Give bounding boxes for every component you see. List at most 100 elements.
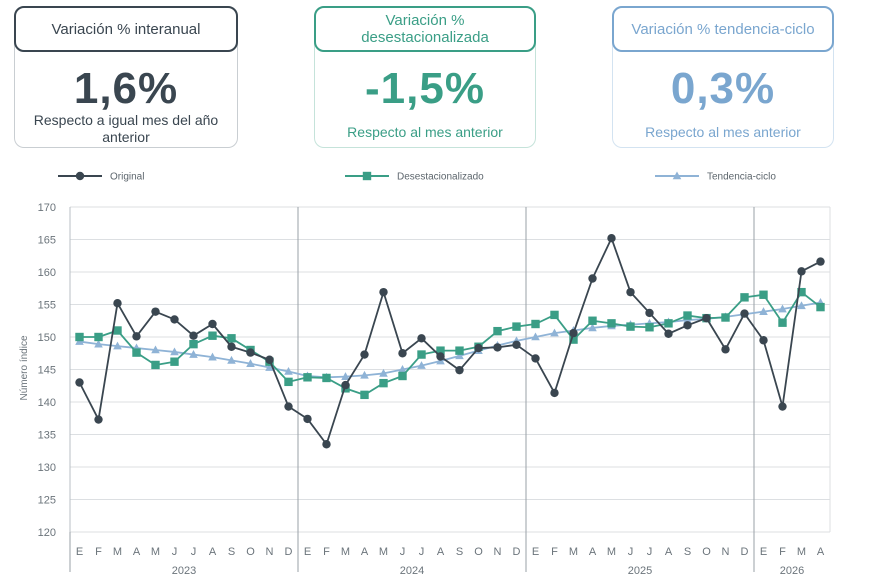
kpi-card-desestacionalizada: Variación % desestacionalizada -1,5% Res… bbox=[314, 6, 536, 148]
legend-item: Original bbox=[58, 172, 144, 183]
data-point bbox=[246, 359, 255, 367]
data-point bbox=[816, 257, 825, 266]
data-point bbox=[531, 319, 540, 329]
kpi-card-value: -1,5% bbox=[365, 64, 485, 113]
data-point bbox=[797, 301, 806, 310]
x-tick-label: J bbox=[628, 546, 634, 558]
data-point bbox=[588, 316, 597, 325]
data-point bbox=[436, 352, 445, 361]
data-point bbox=[512, 322, 521, 331]
data-point bbox=[94, 332, 103, 342]
x-tick-label: F bbox=[95, 546, 102, 558]
data-point bbox=[645, 323, 654, 332]
data-point bbox=[132, 332, 141, 341]
data-point bbox=[569, 335, 578, 344]
data-point bbox=[170, 315, 179, 324]
data-point bbox=[721, 313, 730, 322]
x-tick-label: D bbox=[741, 546, 749, 558]
data-point bbox=[379, 378, 388, 388]
series-tendencia-ciclo bbox=[75, 298, 825, 381]
data-point bbox=[303, 414, 312, 424]
kpi-card-title: Variación % desestacionalizada bbox=[314, 6, 536, 52]
data-point bbox=[493, 343, 502, 352]
x-tick-label: J bbox=[419, 546, 425, 558]
y-tick-label: 170 bbox=[38, 202, 56, 214]
year-label: 2024 bbox=[400, 565, 424, 577]
chart-series bbox=[75, 234, 825, 449]
data-point bbox=[740, 309, 749, 318]
x-tick-label: M bbox=[569, 546, 578, 558]
x-tick-label: F bbox=[551, 546, 558, 558]
data-point bbox=[113, 326, 122, 335]
data-point bbox=[740, 293, 749, 302]
data-point bbox=[303, 373, 312, 382]
data-point bbox=[607, 319, 616, 328]
x-tick-label: A bbox=[817, 546, 825, 558]
y-tick-label: 145 bbox=[38, 365, 56, 377]
x-tick-label: D bbox=[513, 546, 521, 558]
legend-label: Original bbox=[110, 172, 144, 183]
data-point bbox=[284, 377, 293, 387]
x-tick-label: N bbox=[266, 546, 274, 558]
data-point bbox=[113, 299, 122, 308]
x-tick-label: J bbox=[191, 546, 197, 558]
series-line bbox=[79, 291, 822, 396]
data-point bbox=[531, 332, 540, 341]
legend-label: Tendencia-ciclo bbox=[707, 172, 776, 183]
kpi-card-interanual: Variación % interanual 1,6% Respecto a i… bbox=[14, 6, 238, 148]
x-tick-label: A bbox=[589, 546, 597, 558]
x-tick-label: A bbox=[209, 546, 217, 558]
x-tick-label: A bbox=[665, 546, 673, 558]
data-point bbox=[341, 372, 350, 380]
y-tick-label: 150 bbox=[38, 332, 56, 344]
x-tick-label: N bbox=[494, 546, 502, 558]
data-point bbox=[94, 415, 103, 424]
data-point bbox=[151, 360, 160, 370]
x-tick-label: A bbox=[361, 546, 369, 558]
x-tick-label: S bbox=[684, 546, 691, 558]
data-point bbox=[132, 348, 141, 357]
y-axis-label: Número índice bbox=[19, 335, 30, 400]
y-tick-label: 135 bbox=[38, 430, 56, 442]
data-point bbox=[759, 307, 768, 315]
x-tick-label: M bbox=[607, 546, 616, 558]
data-point bbox=[189, 350, 198, 358]
year-label: 2025 bbox=[628, 565, 652, 577]
data-point bbox=[797, 267, 806, 276]
data-point bbox=[683, 321, 692, 330]
data-point bbox=[455, 346, 464, 355]
x-tick-label: E bbox=[76, 546, 83, 558]
data-point bbox=[75, 332, 84, 342]
data-point bbox=[189, 339, 198, 349]
data-point bbox=[683, 311, 692, 320]
x-tick-label: O bbox=[702, 546, 711, 558]
data-point bbox=[721, 345, 730, 354]
x-tick-label: M bbox=[151, 546, 160, 558]
series-line bbox=[79, 301, 821, 379]
kpi-card-subtitle: Respecto al mes anterior bbox=[347, 124, 503, 140]
kpi-card-title: Variación % interanual bbox=[14, 6, 238, 52]
data-point bbox=[227, 342, 236, 351]
data-point bbox=[664, 319, 673, 328]
chart-grid bbox=[69, 206, 831, 572]
x-tick-label: M bbox=[379, 546, 388, 558]
data-point bbox=[208, 331, 217, 340]
x-tick-label: D bbox=[285, 546, 293, 558]
data-point bbox=[398, 365, 407, 373]
legend-item: Desestacionalizado bbox=[345, 172, 484, 183]
kpi-card-body bbox=[14, 42, 238, 148]
legend-item: Tendencia-ciclo bbox=[655, 171, 776, 183]
data-point bbox=[531, 354, 540, 363]
data-point bbox=[816, 302, 825, 312]
data-point bbox=[588, 274, 597, 283]
data-point bbox=[170, 347, 179, 356]
x-tick-label: E bbox=[760, 546, 767, 558]
kpi-card-value: 0,3% bbox=[670, 64, 776, 113]
kpi-card-subtitle: Respecto al mes anterior bbox=[645, 124, 801, 140]
x-tick-label: J bbox=[647, 546, 653, 558]
data-point bbox=[360, 350, 369, 359]
x-tick-label: N bbox=[722, 546, 730, 558]
data-point bbox=[455, 351, 464, 360]
data-point bbox=[759, 336, 768, 345]
